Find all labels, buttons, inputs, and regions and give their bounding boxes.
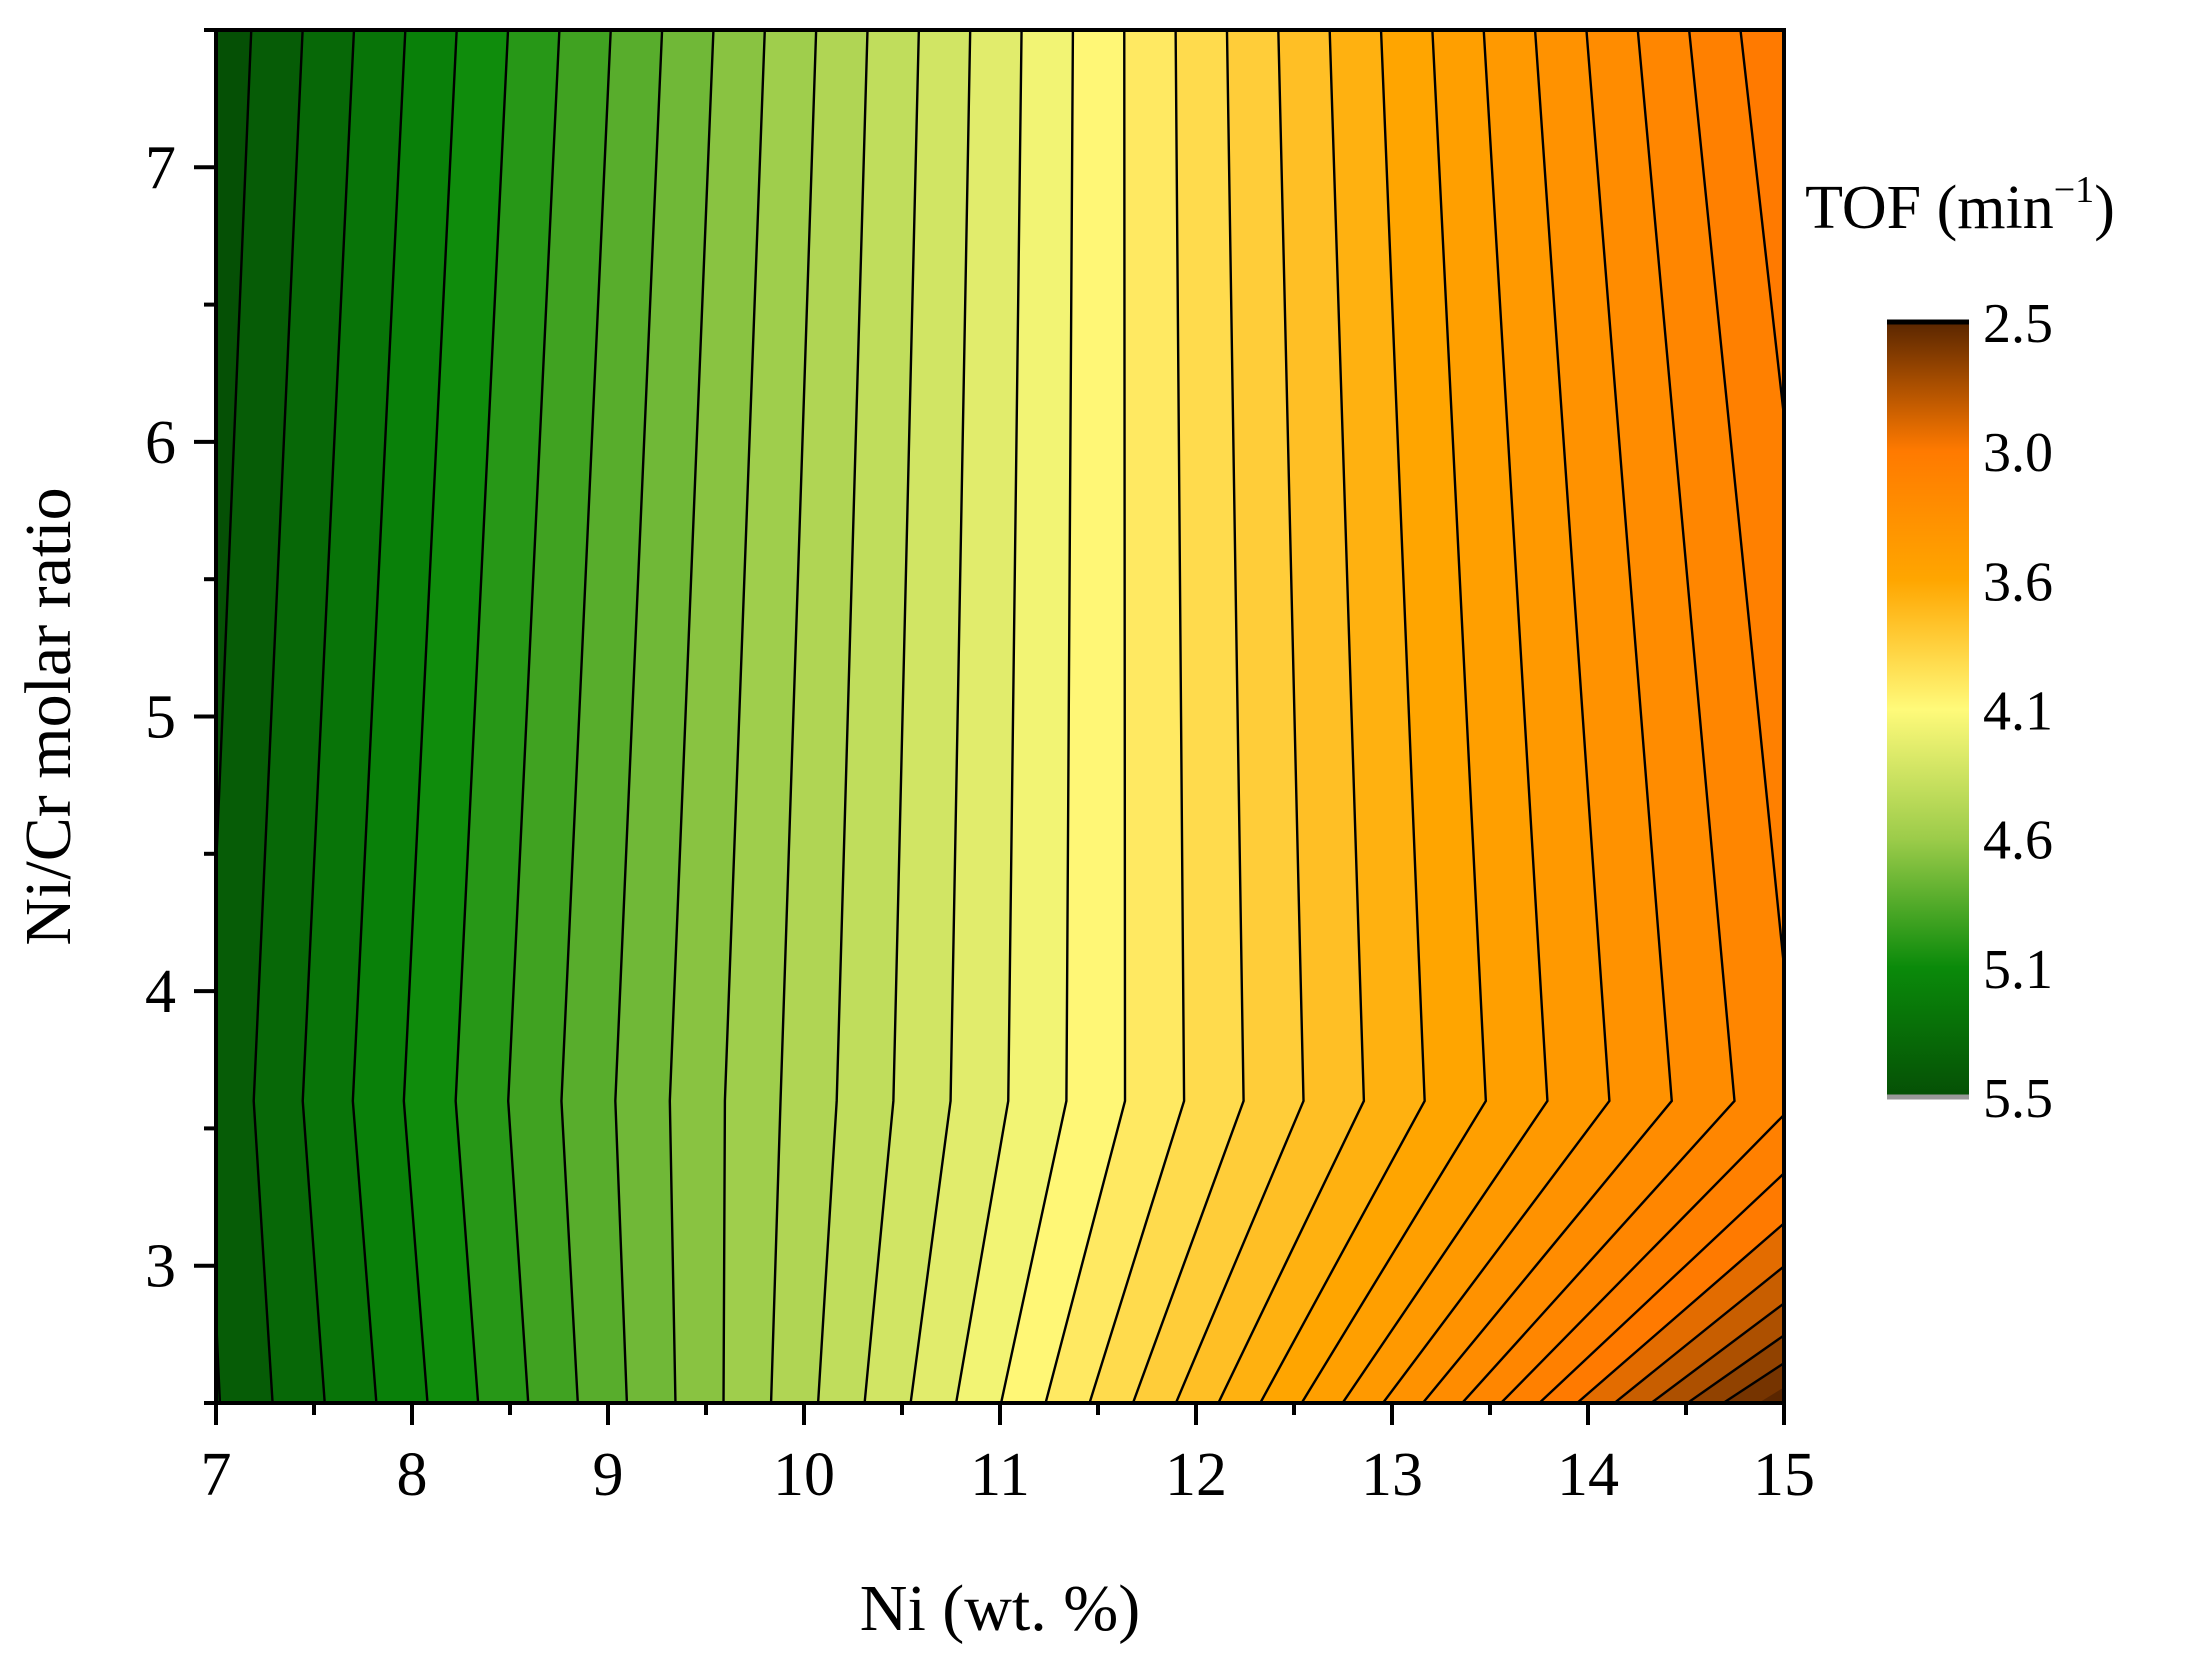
colorbar-title-superscript: −1 [2054, 169, 2094, 211]
y-axis: 3 4 5 6 7 [145, 28, 216, 1405]
contour-line [999, 30, 1075, 1403]
contour-line [954, 30, 1023, 1403]
contour-band [253, 30, 354, 1403]
colorbar-gradient [1887, 322, 1969, 1097]
y-tick-label: 3 [145, 1233, 176, 1301]
contour-line [863, 30, 921, 1403]
contour-line [351, 30, 407, 1403]
contour-line [1174, 30, 1305, 1403]
y-tick-label: 7 [145, 134, 176, 202]
contour-band [561, 30, 663, 1403]
contour-line [454, 30, 510, 1403]
contour-line [816, 30, 869, 1403]
contour-line [1044, 30, 1127, 1403]
contour-band [1342, 30, 1610, 1403]
colorbar-title-close: ) [2094, 174, 2115, 242]
contour-band [1462, 30, 1784, 1403]
contour-line [402, 30, 458, 1403]
contour-band [403, 30, 509, 1403]
contour-line [909, 30, 972, 1403]
contour-band [455, 30, 560, 1403]
contour-line [252, 30, 304, 1403]
contour-line [722, 30, 766, 1403]
contour-band [508, 30, 611, 1403]
contour-band [864, 30, 971, 1403]
contour-line [1300, 30, 1488, 1403]
contour-band [1218, 30, 1425, 1403]
contour-band [1260, 30, 1486, 1403]
contour-line [1259, 30, 1426, 1403]
x-axis: 7 8 9 10 11 12 13 14 15 [201, 1403, 1815, 1509]
contour-line [1650, 1301, 1784, 1403]
contour-line [1576, 1221, 1784, 1403]
contour-line [1538, 30, 1784, 1403]
plot-area [214, 28, 1786, 1405]
colorbar-label: 2.5 [1983, 293, 2053, 355]
colorbar-label: 4.1 [1983, 681, 2053, 743]
colorbar-label: 5.5 [1983, 1068, 2053, 1130]
contour-line [1341, 30, 1549, 1403]
x-tick-label: 10 [773, 1441, 835, 1509]
contour-line [1088, 30, 1186, 1403]
contour-line [1421, 30, 1673, 1403]
x-tick-label: 15 [1753, 1441, 1815, 1509]
contour-band [910, 30, 1022, 1403]
contour-line [614, 30, 664, 1403]
contour-band [1382, 30, 1672, 1403]
contour-line [769, 30, 818, 1403]
contour-line [301, 30, 356, 1403]
contour-band [1539, 30, 1784, 1403]
contour-line [1217, 30, 1366, 1403]
colorbar: TOF (min−1) 2.5 3.0 3.6 4.1 4.6 5.1 5.5 [1805, 169, 2115, 1130]
contour-band [1045, 30, 1185, 1403]
y-tick-label: 6 [145, 409, 176, 477]
x-tick-label: 11 [970, 1441, 1030, 1509]
contour-lines [216, 30, 1784, 1403]
contour-band [615, 30, 714, 1403]
contour-band [723, 30, 817, 1403]
contour-line [668, 30, 715, 1403]
contour-band [1301, 30, 1548, 1403]
y-tick-label: 4 [145, 958, 176, 1026]
x-tick-label: 8 [397, 1441, 428, 1509]
contour-band [669, 30, 765, 1403]
contour-line [560, 30, 612, 1403]
x-tick-label: 14 [1557, 1441, 1619, 1509]
x-axis-title: Ni (wt. %) [860, 1572, 1140, 1645]
contour-band [1758, 1387, 1784, 1403]
contour-band [1089, 30, 1244, 1403]
contour-band [1132, 30, 1304, 1403]
colorbar-label: 5.1 [1983, 939, 2053, 1001]
colorbar-label: 3.6 [1983, 551, 2053, 613]
contour-band [352, 30, 457, 1403]
contour-band [302, 30, 406, 1403]
contour-band [771, 30, 868, 1403]
y-tick-label: 5 [145, 684, 176, 752]
x-tick-label: 12 [1165, 1441, 1227, 1509]
contour-band [1422, 30, 1735, 1403]
contour-band [216, 30, 252, 1403]
colorbar-label: 3.0 [1983, 422, 2053, 484]
contour-band [956, 30, 1073, 1403]
y-axis-title: Ni/Cr molar ratio [12, 487, 85, 945]
contour-line [1131, 30, 1245, 1403]
contour-line [1500, 30, 1784, 1403]
x-tick-label: 7 [201, 1441, 232, 1509]
contour-line [1613, 1264, 1784, 1403]
contour-line [507, 30, 561, 1403]
contour-line [1381, 30, 1611, 1403]
contour-band [1175, 30, 1364, 1403]
contour-band [1001, 30, 1126, 1403]
colorbar-title: TOF (min−1) [1805, 169, 2115, 242]
contour-line [216, 30, 253, 1403]
colorbar-label: 4.6 [1983, 810, 2053, 872]
x-tick-label: 13 [1361, 1441, 1423, 1509]
x-tick-label: 9 [593, 1441, 624, 1509]
contour-line [1461, 30, 1736, 1403]
